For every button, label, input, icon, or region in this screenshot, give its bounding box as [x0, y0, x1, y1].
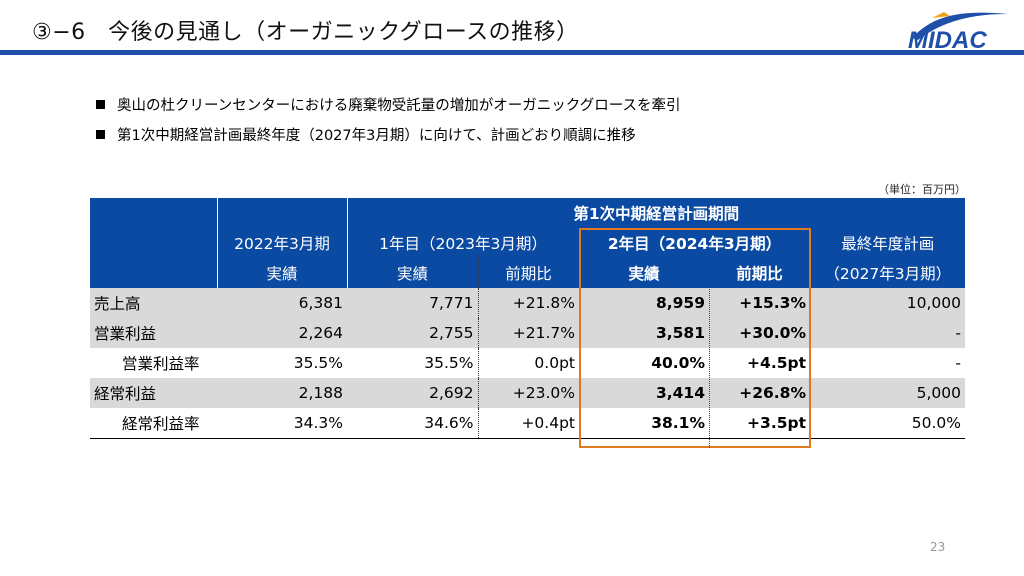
cell-2022: 6,381: [217, 288, 347, 318]
results-table: 第1次中期経営計画期間 2022年3月期 1年目（2023年3月期） 2年目（2…: [90, 198, 965, 439]
col-2022-title: 2022年3月期: [216, 228, 347, 258]
unit-note: （単位：百万円）: [878, 183, 966, 196]
plan-period-header: 第1次中期経営計画期間: [346, 198, 965, 228]
header-corner: [90, 198, 217, 288]
bullet-text: 奥山の杜クリーンセンターにおける廃棄物受託量の増加がオーガニックグロースを牽引: [117, 97, 681, 114]
cell-year2-yoy: +26.8%: [709, 378, 810, 408]
bullet-item: 奥山の杜クリーンセンターにおける廃棄物受託量の増加がオーガニックグロースを牽引: [96, 94, 680, 114]
col-2022-sub: 実績: [216, 258, 347, 288]
page-title: ③−6 今後の見通し（オーガニックグロースの推移）: [32, 20, 579, 45]
cell-2022: 34.3%: [217, 408, 347, 439]
row-label: 経常利益: [90, 378, 217, 408]
bullet-text: 第1次中期経営計画最終年度（2027年3月期）に向けて、計画どおり順調に推移: [117, 127, 636, 144]
cell-final: 5,000: [810, 378, 965, 408]
table-row: 経常利益率 34.3% 34.6% +0.4pt 38.1% +3.5pt 50…: [90, 408, 965, 439]
cell-year2-yoy: +30.0%: [709, 318, 810, 348]
cell-2022: 35.5%: [217, 348, 347, 378]
col-final-sub: （2027年3月期）: [809, 258, 965, 288]
row-label: 売上高: [90, 288, 217, 318]
cell-year1: 2,755: [347, 318, 478, 348]
table-row: 営業利益 2,264 2,755 +21.7% 3,581 +30.0% -: [90, 318, 965, 348]
page-number: 23: [930, 540, 946, 554]
cell-final: 10,000: [810, 288, 965, 318]
row-label: 経常利益率: [90, 408, 217, 439]
header-row-2: 2022年3月期 1年目（2023年3月期） 2年目（2024年3月期） 最終年…: [90, 228, 965, 258]
row-label: 営業利益率: [90, 348, 217, 378]
col-year2-yoy: 前期比: [708, 258, 810, 288]
header-blank-2022: [216, 198, 347, 228]
col-year1-title: 1年目（2023年3月期）: [346, 228, 579, 258]
cell-2022: 2,264: [217, 318, 347, 348]
cell-year1-yoy: +0.4pt: [477, 408, 579, 439]
cell-year2: 3,581: [579, 318, 709, 348]
cell-year2-yoy: +15.3%: [709, 288, 810, 318]
header-row-3: 実績 実績 前期比 実績 前期比 （2027年3月期）: [90, 258, 965, 288]
col-year1-yoy: 前期比: [477, 258, 579, 288]
bullet-list: 奥山の杜クリーンセンターにおける廃棄物受託量の増加がオーガニックグロースを牽引 …: [96, 94, 680, 154]
cell-year1: 34.6%: [347, 408, 478, 439]
cell-2022: 2,188: [217, 378, 347, 408]
table-row: 営業利益率 35.5% 35.5% 0.0pt 40.0% +4.5pt -: [90, 348, 965, 378]
cell-year1: 7,771: [347, 288, 478, 318]
cell-year1: 35.5%: [347, 348, 478, 378]
header-row-1: 第1次中期経営計画期間: [90, 198, 965, 288]
cell-year1: 2,692: [347, 378, 478, 408]
col-year1-actual: 実績: [346, 258, 478, 288]
cell-year1-yoy: +21.8%: [477, 288, 579, 318]
col-final-title: 最終年度計画: [809, 228, 965, 258]
table-row: 売上高 6,381 7,771 +21.8% 8,959 +15.3% 10,0…: [90, 288, 965, 318]
cell-year1-yoy: +21.7%: [477, 318, 579, 348]
cell-year2: 38.1%: [579, 408, 709, 439]
table-row: 経常利益 2,188 2,692 +23.0% 3,414 +26.8% 5,0…: [90, 378, 965, 408]
cell-year1-yoy: +23.0%: [477, 378, 579, 408]
cell-final: -: [810, 348, 965, 378]
cell-final: -: [810, 318, 965, 348]
square-bullet-icon: [96, 129, 105, 139]
title-underline: [0, 50, 1024, 55]
cell-year2-yoy: +4.5pt: [709, 348, 810, 378]
cell-year2: 40.0%: [579, 348, 709, 378]
col-year2-actual: 実績: [578, 258, 709, 288]
square-bullet-icon: [96, 99, 105, 109]
cell-final: 50.0%: [810, 408, 965, 439]
row-label: 営業利益: [90, 318, 217, 348]
cell-year1-yoy: 0.0pt: [477, 348, 579, 378]
midac-logo: MIDAC: [908, 12, 1008, 52]
svg-text:MIDAC: MIDAC: [908, 27, 987, 52]
cell-year2-yoy: +3.5pt: [709, 408, 810, 439]
cell-year2: 8,959: [579, 288, 709, 318]
cell-year2: 3,414: [579, 378, 709, 408]
bullet-item: 第1次中期経営計画最終年度（2027年3月期）に向けて、計画どおり順調に推移: [96, 124, 680, 144]
logo-swoosh-icon: [912, 12, 1008, 40]
col-year2-title: 2年目（2024年3月期）: [578, 228, 810, 258]
